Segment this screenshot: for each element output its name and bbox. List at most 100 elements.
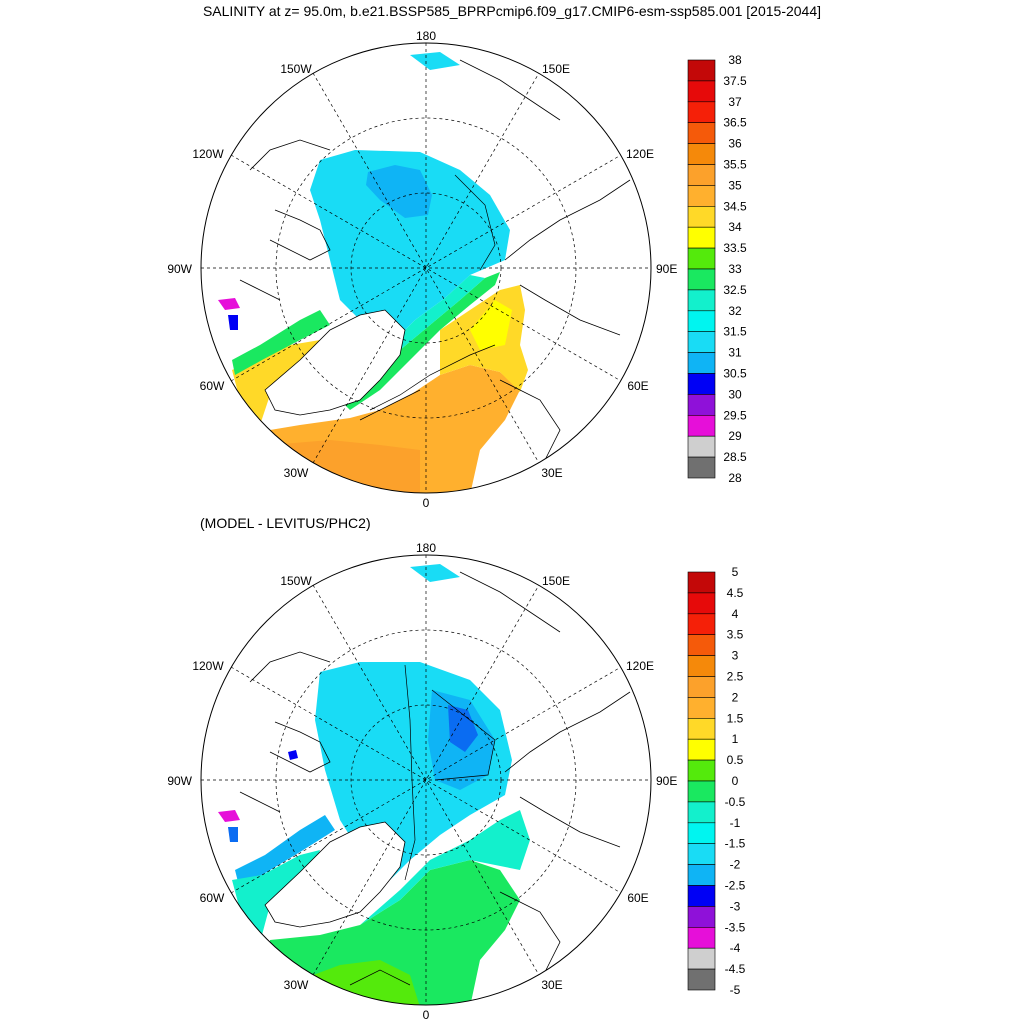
hudson-bay-blue <box>228 315 238 330</box>
salinity-colorbar-swatch <box>687 394 716 416</box>
salinity-colorbar-tick-label: 37.5 <box>723 74 747 88</box>
difference-colorbar-tick-label: 2 <box>732 690 739 704</box>
lon-label-150w: 150W <box>280 62 312 76</box>
salinity-colorbar-tick-label: 32 <box>728 304 742 318</box>
salinity-colorbar-tick-label: 33.5 <box>723 241 747 255</box>
difference-colorbar-tick-label: 1.5 <box>727 711 744 725</box>
difference-colorbar-tick-label: 3 <box>732 649 739 663</box>
central-arctic-region <box>310 150 510 345</box>
kara-sea-region <box>470 300 512 350</box>
salinity-colorbar-tick-label: 30 <box>728 387 742 401</box>
diff-lon-label-60w: 60W <box>200 891 225 905</box>
diff-archipelago-blue <box>288 750 298 760</box>
salinity-map-boundary <box>200 42 652 494</box>
difference-colorbar-tick-label: -1 <box>730 816 741 830</box>
difference-colorbar-swatch <box>687 968 716 991</box>
difference-colorbar-swatch <box>687 634 716 656</box>
difference-colorbar-tick-label: 2.5 <box>727 670 744 684</box>
diff-lon-label-150w: 150W <box>280 574 312 588</box>
difference-colorbar-tick-label: -5 <box>730 983 741 997</box>
difference-colorbar-swatch <box>687 697 716 719</box>
difference-colorbar-swatch <box>687 864 716 886</box>
salinity-colorbar-tick-label: 35 <box>728 178 742 192</box>
difference-colorbar-tick-label: -4.5 <box>725 962 746 976</box>
salinity-colorbar-swatch <box>687 268 716 291</box>
difference-colorbar-swatch <box>687 801 716 824</box>
diff-lon-label-120w: 120W <box>192 659 224 673</box>
difference-colorbar-tick-label: -2 <box>730 858 741 872</box>
difference-colorbar-tick-label: -3.5 <box>725 920 746 934</box>
lon-label-30w: 30W <box>284 466 309 480</box>
figure-title: SALINITY at z= 95.0m, b.e21.BSSP585_BPRP… <box>202 3 822 19</box>
greenland-land <box>264 309 406 416</box>
diff-lon-label-180: 180 <box>416 541 436 555</box>
salinity-colorbar-tick-label: 37 <box>728 95 742 109</box>
baffin-band <box>232 310 330 375</box>
salinity-colorbar-swatch <box>687 164 716 186</box>
difference-colorbar-tick-label: 0.5 <box>727 753 744 767</box>
coastline-siberia <box>499 179 631 461</box>
pacific-inflow <box>410 52 460 70</box>
salinity-map-panel <box>200 42 652 494</box>
salinity-colorbar-swatch <box>687 456 716 479</box>
diff-pacific-inflow <box>410 564 460 582</box>
coastline-alaska <box>249 59 561 171</box>
diff-coastline-siberia <box>499 691 631 973</box>
difference-colorbar-swatch <box>687 906 716 928</box>
salinity-colorbar-tick-label: 29 <box>728 429 742 443</box>
salinity-colorbar-swatch <box>687 414 716 437</box>
salinity-colorbar-tick-label: 28.5 <box>723 450 747 464</box>
salinity-colorbar: 38 37.5 37 36.5 36 35.5 35 34.5 34 33.5 33 32.5 32 31… <box>687 53 747 485</box>
diff-margin-band <box>360 810 530 925</box>
salinity-colorbar-swatch <box>687 59 716 82</box>
difference-lon-labels: 180 0 90W 90E 150W 120W 150E 120E 60W 30… <box>167 541 677 1022</box>
difference-colorbar-swatch <box>687 885 716 907</box>
salinity-colorbar-tick-label: 34.5 <box>723 199 747 213</box>
difference-colorbar-tick-label: -3 <box>730 899 741 913</box>
salinity-colorbar-tick-label: 35.5 <box>723 158 747 172</box>
canada-basin-low <box>366 165 432 218</box>
salinity-colorbar-swatch <box>687 310 716 332</box>
difference-colorbar-swatch <box>687 947 716 970</box>
difference-graticule <box>201 555 651 1005</box>
lon-label-180: 180 <box>416 29 436 43</box>
difference-colorbar: 5 4.5 4 3.5 3 2.5 2 1.5 1 0.5 0 -0.5 -1 -1.5 -2 -2.5 -3 -… <box>687 565 746 997</box>
difference-colorbar-swatch <box>687 717 716 740</box>
difference-colorbar-swatch <box>687 822 716 844</box>
salinity-colorbar-swatch <box>687 80 716 103</box>
difference-map-boundary <box>200 554 652 1006</box>
difference-colorbar-tick-label: 4.5 <box>727 586 744 600</box>
salinity-colorbar-swatch <box>687 352 716 374</box>
difference-colorbar-swatch <box>687 780 716 803</box>
salinity-colorbar-swatch <box>687 101 716 124</box>
salinity-colorbar-tick-label: 36.5 <box>723 116 747 130</box>
coastline-archipelago <box>239 209 331 301</box>
difference-colorbar-tick-label: -2.5 <box>725 879 746 893</box>
difference-colorbar-swatch <box>687 592 716 615</box>
diff-lon-label-60e: 60E <box>627 891 648 905</box>
lon-label-30e: 30E <box>541 466 562 480</box>
salinity-colorbar-tick-label: 29.5 <box>723 408 747 422</box>
diff-lon-label-30w: 30W <box>284 978 309 992</box>
hudson-bay-low <box>218 298 240 310</box>
difference-colorbar-tick-label: 5 <box>732 565 739 579</box>
salinity-colorbar-tick-label: 34 <box>728 220 742 234</box>
lon-label-120w: 120W <box>192 147 224 161</box>
difference-colorbar-tick-label: 3.5 <box>727 628 744 642</box>
salinity-colorbar-tick-label: 30.5 <box>723 367 747 381</box>
difference-colorbar-swatch <box>687 655 716 677</box>
diff-makarov-min <box>448 705 478 752</box>
salinity-colorbar-swatch <box>687 122 716 144</box>
diff-hudson-blue <box>228 827 238 842</box>
difference-colorbar-swatch <box>687 926 716 949</box>
salinity-colorbar-swatch <box>687 206 716 228</box>
difference-colorbar-swatch <box>687 738 716 761</box>
difference-colorbar-tick-label: 0 <box>732 774 739 788</box>
diff-coastline-archipelago <box>239 721 331 813</box>
salinity-contours <box>359 174 496 421</box>
diff-lon-label-90e: 90E <box>656 774 677 788</box>
salinity-colorbar-tick-label: 31 <box>728 346 742 360</box>
diff-hudson-low <box>218 810 240 822</box>
salinity-colorbar-swatch <box>687 185 716 207</box>
diff-lon-label-30e: 30E <box>541 978 562 992</box>
